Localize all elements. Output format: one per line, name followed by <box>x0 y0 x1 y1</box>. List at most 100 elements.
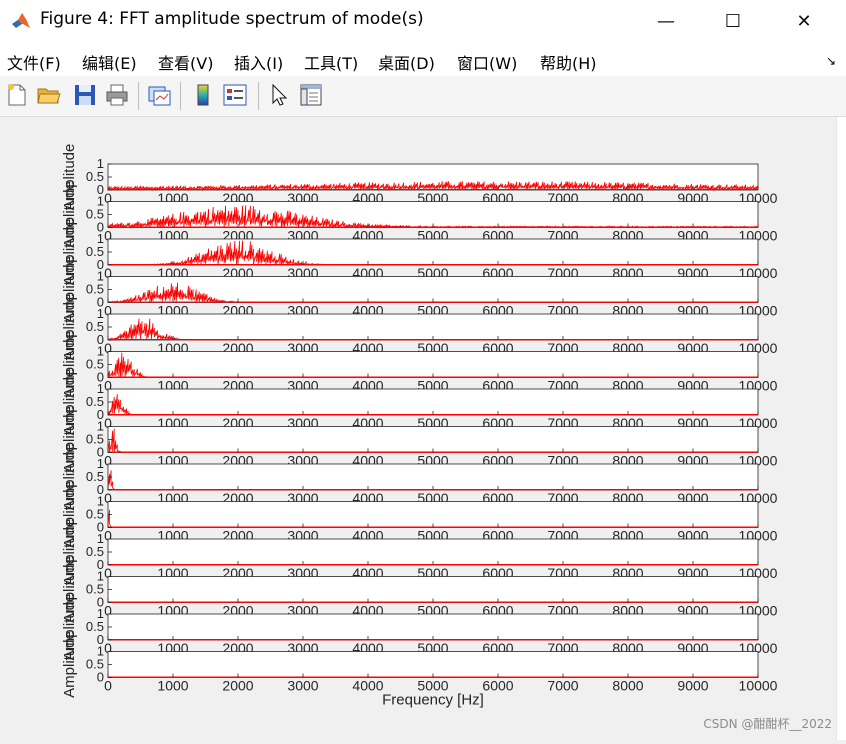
y-tick-label: 0 <box>97 220 104 235</box>
y-tick-label: 1 <box>97 456 104 471</box>
x-tick-label: 9000 <box>677 678 708 694</box>
x-tick-label: 8000 <box>612 678 643 694</box>
x-axis-label: Frequency [Hz] <box>382 692 484 709</box>
y-tick-label: 0 <box>97 182 104 197</box>
y-tick-label: 0 <box>97 407 104 422</box>
menu-edit[interactable]: 编辑(E) <box>82 54 137 73</box>
y-tick-label: 1 <box>97 569 104 584</box>
x-tick-label: 5000 <box>417 678 448 694</box>
x-tick-label: 4000 <box>352 678 383 694</box>
x-tick-label: 6000 <box>482 678 513 694</box>
link-plot-icon[interactable] <box>146 82 172 108</box>
y-axis-label: Amplitude <box>61 294 78 361</box>
y-tick-label: 0 <box>97 295 104 310</box>
y-tick-label: 1 <box>97 306 104 321</box>
colorbar-icon[interactable] <box>190 82 216 108</box>
menu-bar: 文件(F) 编辑(E) 查看(V) 插入(I) 工具(T) 桌面(D) 窗口(W… <box>0 42 846 76</box>
menu-insert[interactable]: 插入(I) <box>234 54 284 73</box>
title-bar: Figure 4: FFT amplitude spectrum of mode… <box>0 0 846 42</box>
y-axis-label: Amplitude <box>61 181 78 248</box>
y-axis-label: Amplitude <box>61 144 78 211</box>
toolbar-separator <box>138 82 139 110</box>
y-axis-label: Amplitude <box>61 631 78 698</box>
open-file-icon[interactable] <box>36 82 62 108</box>
y-tick-label: 0.5 <box>86 507 104 522</box>
y-tick-label: 1 <box>97 606 104 621</box>
y-tick-label: 0.5 <box>86 394 104 409</box>
x-tick-label: 10000 <box>739 678 778 694</box>
print-icon[interactable] <box>104 82 130 108</box>
y-axis-label: Amplitude <box>61 256 78 323</box>
y-tick-label: 0 <box>97 482 104 497</box>
x-tick-label: 0 <box>104 303 112 319</box>
matlab-logo-icon <box>12 13 30 28</box>
x-tick-label: 0 <box>104 640 112 656</box>
y-tick-label: 0.5 <box>86 357 104 372</box>
new-figure-icon[interactable] <box>4 82 30 108</box>
y-tick-label: 0 <box>97 370 104 385</box>
menu-window[interactable]: 窗口(W) <box>457 54 518 73</box>
subplot-grid: 00.510 1000 2000 3000 4000 5000 6000 7000 8000 90… <box>61 144 778 709</box>
y-tick-label: 0.5 <box>86 319 104 334</box>
y-tick-label: 0.5 <box>86 544 104 559</box>
subplot-axes <box>107 576 759 603</box>
y-tick-label: 0 <box>97 670 104 685</box>
menu-tools[interactable]: 工具(T) <box>304 54 359 73</box>
figure-toolbar <box>0 76 846 117</box>
figure-edge <box>836 117 846 740</box>
window-title: Figure 4: FFT amplitude spectrum of mode… <box>40 9 424 29</box>
y-tick-label: 0 <box>97 632 104 647</box>
y-axis-label: Amplitude <box>61 369 78 436</box>
save-icon[interactable] <box>72 82 98 108</box>
y-tick-label: 0 <box>97 445 104 460</box>
y-axis-label: Amplitude <box>61 219 78 286</box>
y-tick-label: 1 <box>97 231 104 246</box>
x-tick-label: 0 <box>104 378 112 394</box>
y-tick-label: 1 <box>97 419 104 434</box>
y-tick-label: 0.5 <box>86 582 104 597</box>
y-tick-label: 0.5 <box>86 244 104 259</box>
menu-file[interactable]: 文件(F) <box>7 54 61 73</box>
x-tick-label: 0 <box>104 565 112 581</box>
y-axis-label: Amplitude <box>61 444 78 511</box>
y-tick-label: 1 <box>97 494 104 509</box>
property-inspector-icon[interactable] <box>298 82 324 108</box>
x-tick-label: 0 <box>104 453 112 469</box>
y-tick-label: 0.5 <box>86 207 104 222</box>
x-tick-label: 0 <box>104 340 112 356</box>
y-tick-label: 0 <box>97 557 104 572</box>
y-tick-label: 0 <box>97 520 104 535</box>
y-tick-label: 1 <box>97 344 104 359</box>
y-tick-label: 1 <box>97 156 104 171</box>
toolbar-separator <box>180 82 181 110</box>
maximize-button[interactable]: ☐ <box>724 10 742 32</box>
y-axis-label: Amplitude <box>61 519 78 586</box>
y-tick-label: 1 <box>97 381 104 396</box>
menu-help[interactable]: 帮助(H) <box>540 54 597 73</box>
x-tick-label: 2000 <box>222 678 253 694</box>
dock-arrow-icon[interactable]: ↘ <box>825 54 836 68</box>
x-tick-label: 0 <box>104 265 112 281</box>
x-tick-label: 3000 <box>287 678 318 694</box>
legend-icon[interactable] <box>222 82 248 108</box>
y-tick-label: 0.5 <box>86 619 104 634</box>
y-tick-label: 0.5 <box>86 282 104 297</box>
menu-view[interactable]: 查看(V) <box>158 54 214 73</box>
y-tick-label: 1 <box>97 644 104 659</box>
y-axis-label: Amplitude <box>61 594 78 661</box>
y-tick-label: 0.5 <box>86 169 104 184</box>
y-tick-label: 1 <box>97 194 104 209</box>
x-tick-label: 0 <box>104 678 112 694</box>
x-tick-label: 0 <box>104 415 112 431</box>
y-tick-label: 0 <box>97 257 104 272</box>
subplot-axes <box>107 388 759 416</box>
subplot-axes <box>107 501 759 528</box>
figure-canvas: 0 0.5 1 0 1000 2000 3000 4000 5000 6000 7000 8000 90… <box>0 117 836 740</box>
close-button[interactable]: ✕ <box>796 10 812 32</box>
menu-desktop[interactable]: 桌面(D) <box>378 54 435 73</box>
x-tick-label: 0 <box>104 190 112 206</box>
x-tick-label: 0 <box>104 228 112 244</box>
y-axis-label: Amplitude <box>61 481 78 548</box>
minimize-button[interactable]: — <box>657 10 675 32</box>
edit-plot-arrow-icon[interactable] <box>266 82 292 108</box>
